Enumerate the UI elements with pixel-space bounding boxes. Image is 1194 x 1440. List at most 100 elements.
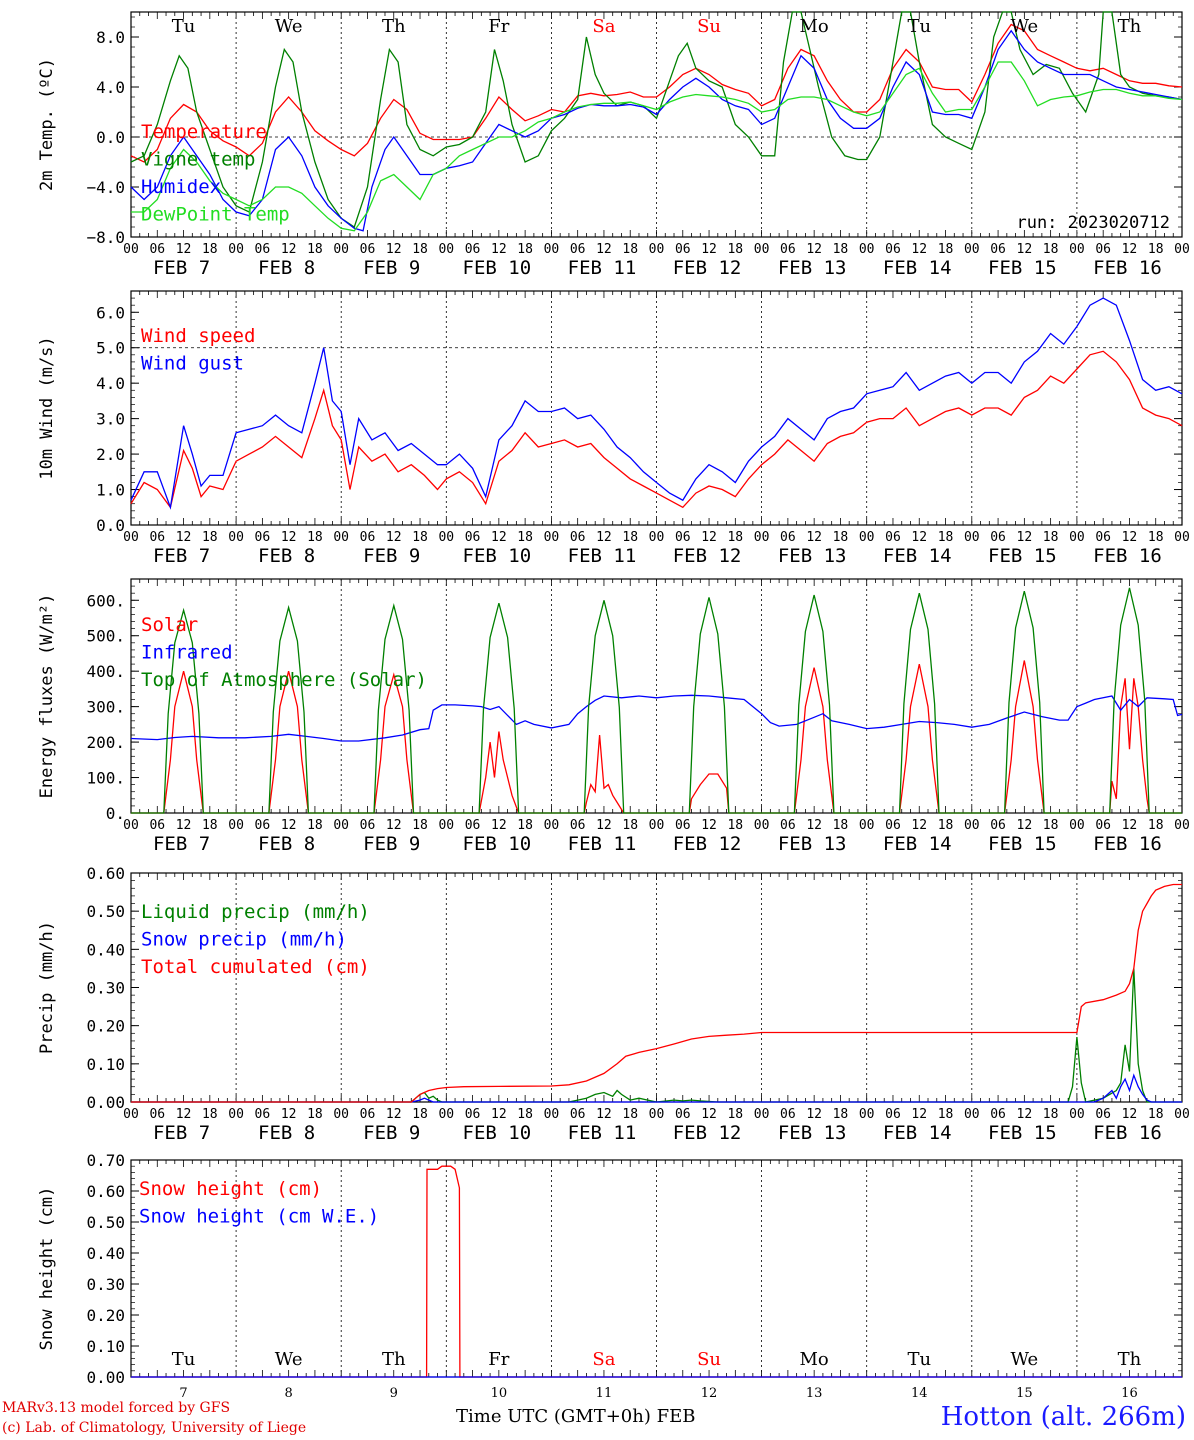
hour-tick-label: 12 — [386, 530, 402, 545]
hour-tick-label: 06 — [570, 530, 586, 545]
weekday-label: Fr — [488, 1349, 509, 1370]
date-label: FEB 16 — [1093, 545, 1162, 567]
panel-2: 0.0 1.0 2.0 3.0 4.0 5.0 6.0 10m Wind (m/s) Wind … — [37, 290, 1190, 567]
hour-tick-label: 00 — [1174, 530, 1190, 545]
y-tick-label: 0.40 — [86, 940, 125, 959]
hour-tick-label: 00 — [1069, 530, 1085, 545]
hour-tick-label: 18 — [622, 530, 638, 545]
weekday-label: Th — [382, 16, 406, 37]
hour-tick-label: 00 — [228, 1107, 244, 1122]
hour-tick-label: 00 — [649, 818, 665, 833]
hour-tick-label: 00 — [438, 530, 454, 545]
hour-tick-label: 18 — [833, 530, 849, 545]
legend-entry: Solar — [141, 614, 198, 636]
hour-tick-label: 00 — [964, 1107, 980, 1122]
hour-tick-label: 18 — [202, 242, 218, 257]
y-tick-label: 0.50 — [86, 902, 125, 921]
hour-tick-label: 12 — [281, 1107, 297, 1122]
date-label: FEB 9 — [363, 1122, 420, 1144]
hour-tick-label: 12 — [596, 1107, 612, 1122]
date-label: FEB 14 — [883, 833, 952, 855]
y-tick-label: −8.0 — [86, 228, 125, 247]
date-label: FEB 16 — [1093, 1122, 1162, 1144]
hour-tick-label: 00 — [123, 1107, 139, 1122]
hour-tick-label: 06 — [149, 530, 165, 545]
hour-tick-label: 00 — [649, 530, 665, 545]
legend-entry: Vigne temp — [141, 149, 255, 171]
y-tick-label: 0.00 — [86, 1368, 125, 1387]
hour-tick-label: 12 — [1122, 530, 1138, 545]
hour-tick-label: 00 — [964, 530, 980, 545]
y-tick-label: 500. — [86, 627, 125, 646]
hour-tick-label: 00 — [859, 818, 875, 833]
hour-tick-label: 06 — [570, 818, 586, 833]
hour-tick-label: 06 — [465, 1107, 481, 1122]
series-line-wind-gust — [130, 297, 1183, 510]
series-line-wind-speed — [130, 350, 1183, 509]
series-line-snow-precip-mm-h- — [131, 1073, 1182, 1103]
weekday-label: Sa — [592, 1349, 615, 1370]
y-tick-label: 0.10 — [86, 1055, 125, 1074]
hour-tick-label: 12 — [1017, 1107, 1033, 1122]
date-number-label: 14 — [911, 1386, 928, 1401]
station-label: Hotton (alt. 266m) — [940, 1402, 1186, 1432]
hour-tick-label: 00 — [1174, 242, 1190, 257]
date-label: FEB 10 — [463, 1122, 532, 1144]
hour-tick-label: 06 — [780, 818, 796, 833]
hour-tick-label: 00 — [544, 818, 560, 833]
hour-tick-label: 06 — [885, 1107, 901, 1122]
hour-tick-label: 12 — [491, 1107, 507, 1122]
hour-tick-label: 06 — [1095, 818, 1111, 833]
weekday-label: Tu — [172, 1349, 196, 1370]
legend-entry: Total cumulated (cm) — [141, 956, 370, 978]
weekday-label: Tu — [172, 16, 196, 37]
date-label: FEB 13 — [778, 833, 847, 855]
y-tick-label: 400. — [86, 662, 125, 681]
hour-tick-label: 18 — [833, 242, 849, 257]
lab-credit: (c) Lab. of Climatology, University of L… — [2, 1420, 307, 1436]
hour-tick-label: 12 — [911, 242, 927, 257]
hour-tick-label: 18 — [833, 1107, 849, 1122]
hour-tick-label: 12 — [701, 1107, 717, 1122]
hour-tick-label: 18 — [202, 818, 218, 833]
y-tick-label: 3.0 — [96, 410, 125, 429]
hour-tick-label: 00 — [649, 1107, 665, 1122]
hour-tick-label: 12 — [176, 818, 192, 833]
hour-tick-label: 00 — [964, 818, 980, 833]
date-number-label: 15 — [1016, 1386, 1033, 1401]
hour-tick-label: 06 — [570, 1107, 586, 1122]
series-line-dewpoint-temp — [131, 61, 1183, 232]
hour-tick-label: 12 — [1017, 242, 1033, 257]
hour-tick-label: 12 — [1122, 818, 1138, 833]
hour-tick-label: 18 — [412, 530, 428, 545]
hour-tick-label: 06 — [465, 242, 481, 257]
hour-tick-label: 00 — [123, 242, 139, 257]
y-axis-title: Precip (mm/h) — [37, 921, 57, 1054]
weekday-label: Th — [1118, 1349, 1142, 1370]
y-tick-label: 200. — [86, 733, 125, 752]
date-label: FEB 8 — [258, 545, 315, 567]
date-number-label: 12 — [701, 1386, 718, 1401]
y-tick-label: 0. — [106, 804, 125, 823]
y-tick-label: 6.0 — [96, 303, 125, 322]
legend-entry: Humidex — [141, 176, 221, 198]
series-line-snow-height-cm- — [131, 1165, 1182, 1378]
y-tick-label: 4.0 — [96, 78, 125, 97]
y-axis-title: Energy fluxes (W/m²) — [37, 594, 57, 799]
weekday-label: We — [1011, 1349, 1039, 1370]
date-label: FEB 14 — [883, 545, 952, 567]
date-number-label: 11 — [596, 1386, 613, 1401]
date-label: FEB 7 — [153, 545, 210, 567]
hour-tick-label: 12 — [1122, 242, 1138, 257]
hour-tick-label: 18 — [1043, 818, 1059, 833]
hour-tick-label: 00 — [333, 242, 349, 257]
hour-tick-label: 00 — [228, 818, 244, 833]
hour-tick-label: 18 — [622, 818, 638, 833]
date-label: FEB 13 — [778, 257, 847, 279]
hour-tick-label: 06 — [675, 242, 691, 257]
hour-tick-label: 06 — [465, 818, 481, 833]
hour-tick-label: 06 — [1095, 530, 1111, 545]
date-label: FEB 13 — [778, 545, 847, 567]
hour-tick-label: 12 — [596, 818, 612, 833]
y-tick-label: 0.60 — [86, 1182, 125, 1201]
